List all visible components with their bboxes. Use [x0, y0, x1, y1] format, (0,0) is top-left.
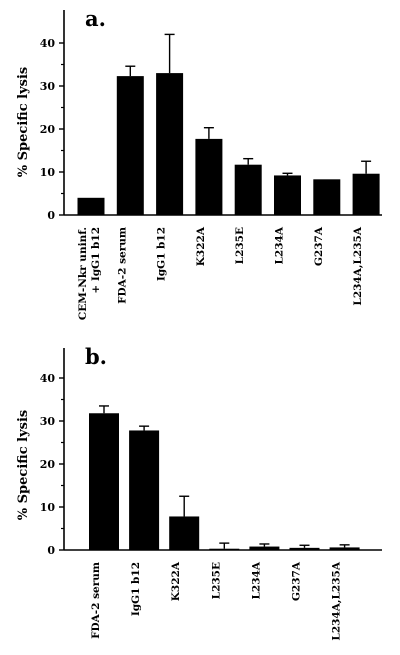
x-category-label: + IgG1 b12	[90, 227, 102, 294]
x-category-label: IgG1 b12	[130, 562, 142, 616]
bar	[249, 546, 280, 550]
panel-title: a.	[85, 6, 106, 31]
bar	[169, 516, 200, 550]
y-tick-label: 0	[47, 209, 55, 222]
y-axis-label: % Specific lysis	[16, 67, 31, 177]
bar	[274, 175, 301, 215]
x-category-label: K322A	[195, 226, 207, 266]
x-category-label: L234A	[250, 561, 262, 599]
x-category-label: FDA-2 serum	[90, 562, 102, 639]
bar	[156, 73, 184, 215]
bar	[313, 179, 341, 215]
x-category-label: L234A,L235A	[352, 226, 364, 305]
y-tick-label: 30	[40, 415, 56, 428]
x-category-label: L235E	[210, 562, 222, 599]
x-category-label: L235E	[234, 227, 246, 264]
bar	[289, 547, 320, 550]
x-category-label: IgG1 b12	[156, 227, 168, 281]
bar	[329, 547, 360, 550]
y-tick-label: 40	[40, 372, 56, 385]
y-tick-label: 20	[40, 458, 56, 471]
bar	[195, 138, 223, 215]
y-tick-label: 40	[40, 37, 56, 50]
x-category-label: K322A	[170, 561, 182, 601]
bar	[352, 173, 380, 215]
x-category-label: G237A	[313, 226, 325, 266]
y-tick-label: 10	[40, 166, 56, 179]
chart-panel-b: b. % Specific lysis 0 10 20 30 40 FDA-2 serum Ig…	[16, 344, 382, 641]
bar	[77, 197, 105, 215]
y-axis-label: % Specific lysis	[16, 410, 31, 520]
y-tick-label: 20	[40, 123, 56, 136]
bar	[116, 76, 144, 215]
x-category-label: L234A	[274, 226, 286, 264]
panel-title: b.	[85, 344, 107, 369]
y-tick-label: 0	[47, 544, 55, 557]
chart-panel-a: a. % Specific lysis 0 10 20 30 40 CEM-Nkr uninf…	[16, 6, 382, 320]
y-tick-label: 10	[40, 501, 56, 514]
y-tick-label: 30	[40, 80, 56, 93]
x-category-label: FDA-2 serum	[116, 227, 128, 304]
bar	[129, 430, 160, 550]
x-category-label: CEM-Nkr uninf.	[77, 227, 89, 320]
x-category-label: L234A,L235A	[331, 561, 343, 640]
bar	[89, 413, 119, 550]
x-category-label: G237A	[291, 561, 303, 601]
bar	[234, 164, 262, 215]
bar	[209, 548, 240, 550]
